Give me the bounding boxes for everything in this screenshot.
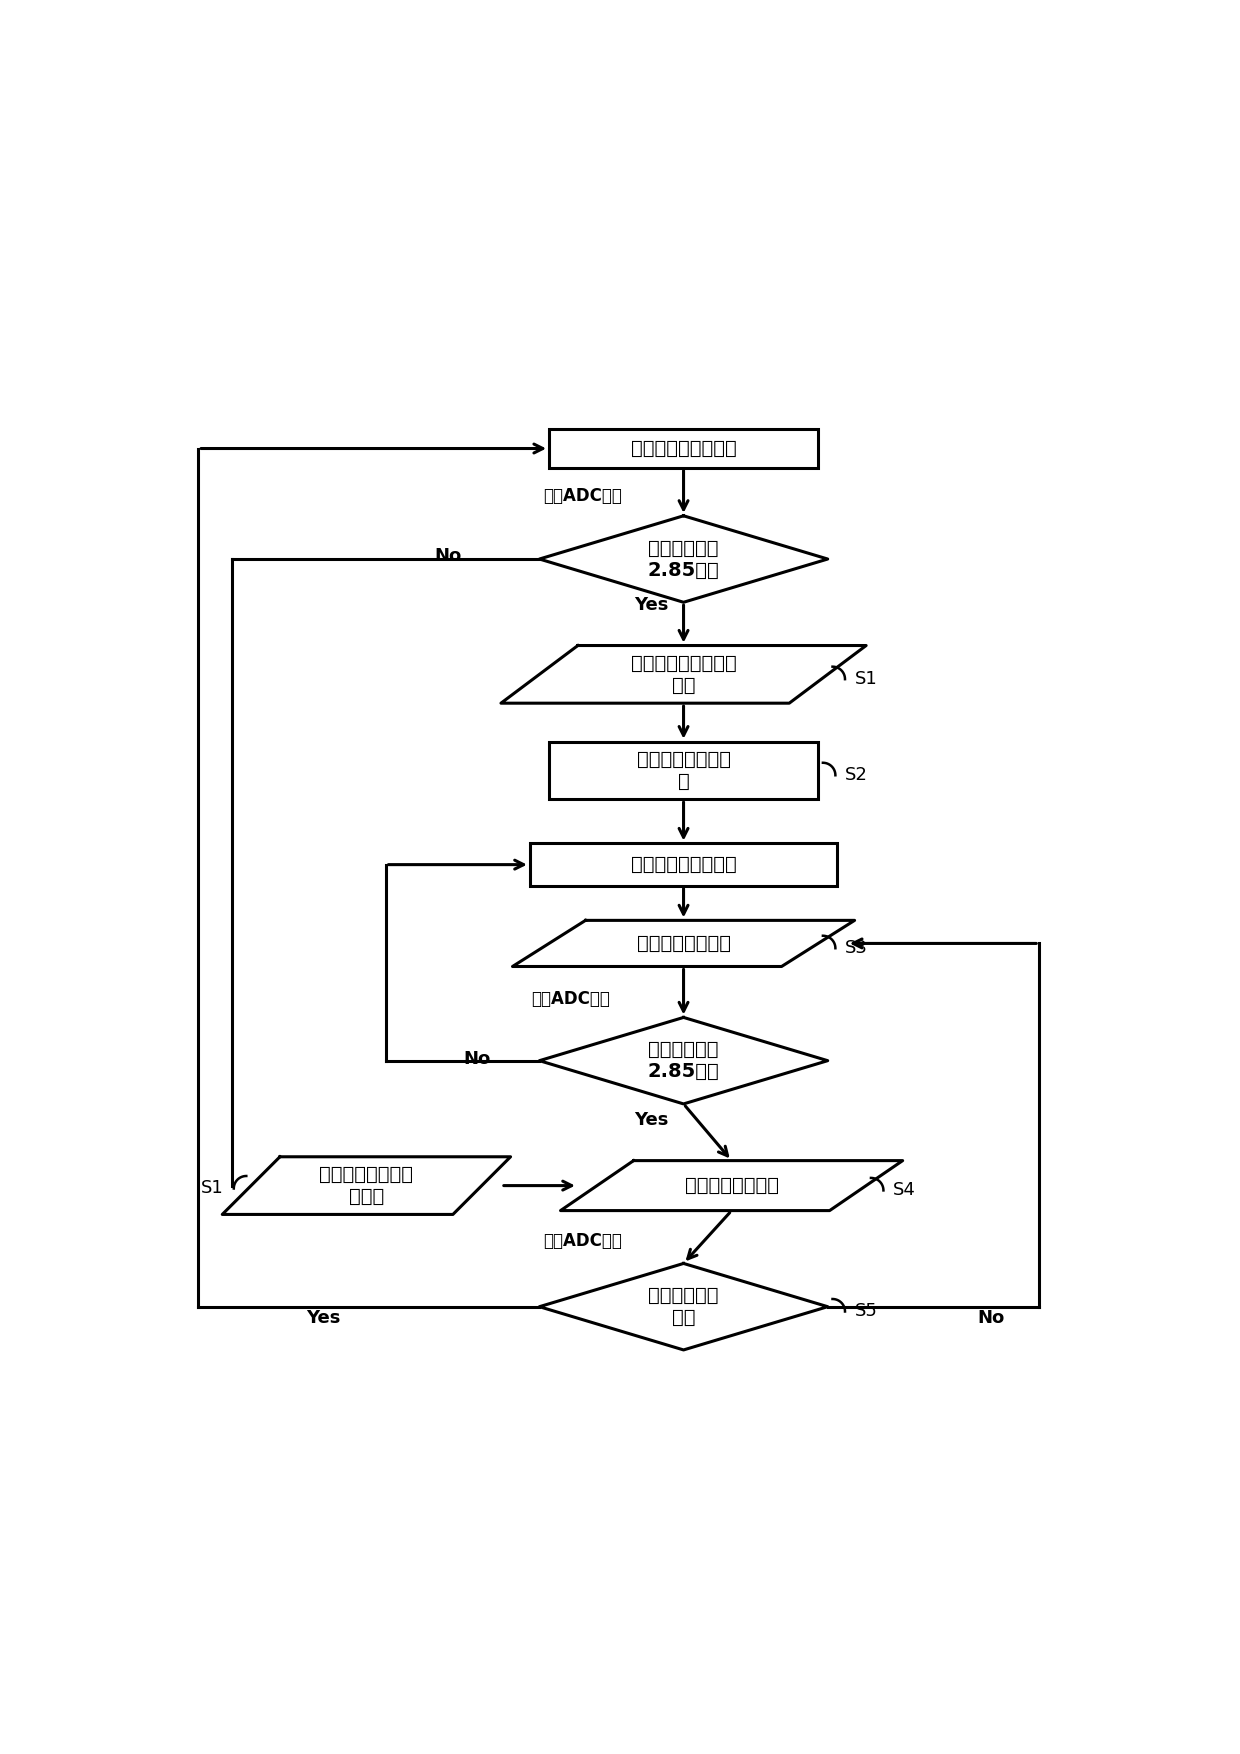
Bar <box>549 430 818 468</box>
Text: 计算电池耗电百分
率: 计算电池耗电百分 率 <box>636 751 730 791</box>
Text: Yes: Yes <box>634 596 668 614</box>
Text: 电池电压小于
2.85伏特: 电池电压小于 2.85伏特 <box>647 1040 719 1080</box>
Text: S3: S3 <box>846 938 868 958</box>
Text: 单片机首次上电开机: 单片机首次上电开机 <box>631 438 737 458</box>
Text: Yes: Yes <box>306 1308 340 1328</box>
Text: S1: S1 <box>201 1179 224 1198</box>
Text: No: No <box>977 1308 1004 1328</box>
Text: No: No <box>464 1049 491 1068</box>
Text: Yes: Yes <box>634 1112 668 1130</box>
Text: 电压ADC检测: 电压ADC检测 <box>531 991 610 1009</box>
Text: 电压ADC检测: 电压ADC检测 <box>543 1233 622 1251</box>
Bar <box>529 844 837 886</box>
Text: 第二电池电量初始
值赋值: 第二电池电量初始 值赋值 <box>320 1165 413 1207</box>
Text: S4: S4 <box>893 1182 916 1200</box>
Text: 更换电池判据
成立: 更换电池判据 成立 <box>649 1286 719 1328</box>
Text: No: No <box>434 547 461 565</box>
Text: 电压ADC检测: 电压ADC检测 <box>543 486 622 505</box>
Text: 减去电池耗电百分率: 减去电池耗电百分率 <box>631 856 737 873</box>
Text: 电池电压大于
2.85伏特: 电池电压大于 2.85伏特 <box>647 538 719 579</box>
Text: S5: S5 <box>854 1303 878 1321</box>
Text: S2: S2 <box>846 766 868 784</box>
Bar <box>549 742 818 800</box>
Text: 第一电池电量初始值
赋值: 第一电池电量初始值 赋值 <box>631 654 737 695</box>
Text: 电池剩余电量赋值: 电池剩余电量赋值 <box>636 933 730 952</box>
Text: S1: S1 <box>854 670 878 688</box>
Text: 电池剩余电量校准: 电池剩余电量校准 <box>684 1177 779 1194</box>
